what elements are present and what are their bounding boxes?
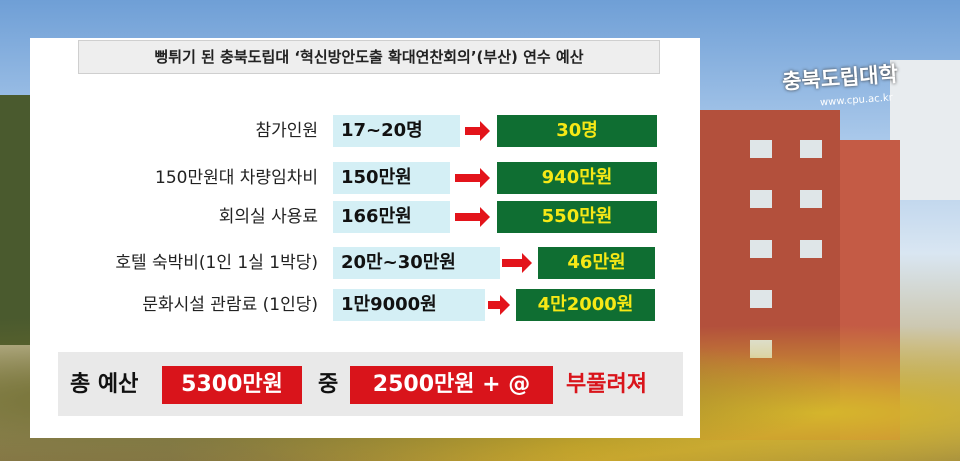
before-value: 20만~30만원 [333, 247, 500, 279]
arrow-head [455, 207, 490, 227]
arrow-head [502, 253, 532, 273]
after-value: 4만2000원 [516, 289, 655, 321]
arrow [502, 253, 532, 273]
row-label: 문화시설 관람료 (1인당) [142, 295, 318, 315]
row-label: 회의실 사용료 [218, 207, 318, 227]
arrow [488, 295, 510, 315]
summary-tail: 부풀려져 [566, 372, 647, 397]
before-value: 1만9000원 [333, 289, 485, 321]
arrow [455, 207, 490, 227]
after-value: 30명 [497, 115, 657, 147]
row-label: 참가인원 [255, 121, 318, 141]
summary-middle: 중 [318, 372, 339, 397]
photo-sign: 충북도립대학 [781, 61, 899, 95]
photo-tower [890, 60, 960, 200]
before-value: 166만원 [333, 201, 450, 233]
after-value: 550만원 [497, 201, 657, 233]
summary-lead: 총 예산 [70, 372, 139, 397]
before-value: 17~20명 [333, 115, 460, 147]
summary-total: 5300만원 [162, 366, 302, 404]
row-label: 호텔 숙박비(1인 1실 1박당) [115, 253, 318, 273]
arrow-head [488, 295, 510, 315]
row-label: 150만원대 차량임차비 [155, 168, 318, 188]
after-value: 46만원 [538, 247, 655, 279]
after-value: 940만원 [497, 162, 657, 194]
arrow-head [465, 121, 490, 141]
before-value: 150만원 [333, 162, 450, 194]
title: 뻥튀기 된 충북도립대 ‘혁신방안도출 확대연찬회의’(부산) 연수 예산 [78, 40, 660, 74]
arrow [455, 168, 490, 188]
arrow-head [455, 168, 490, 188]
arrow [465, 121, 490, 141]
summary-inflated: 2500만원 + @ [350, 366, 553, 404]
photo-sign-url: www.cpu.ac.kr [819, 92, 894, 109]
